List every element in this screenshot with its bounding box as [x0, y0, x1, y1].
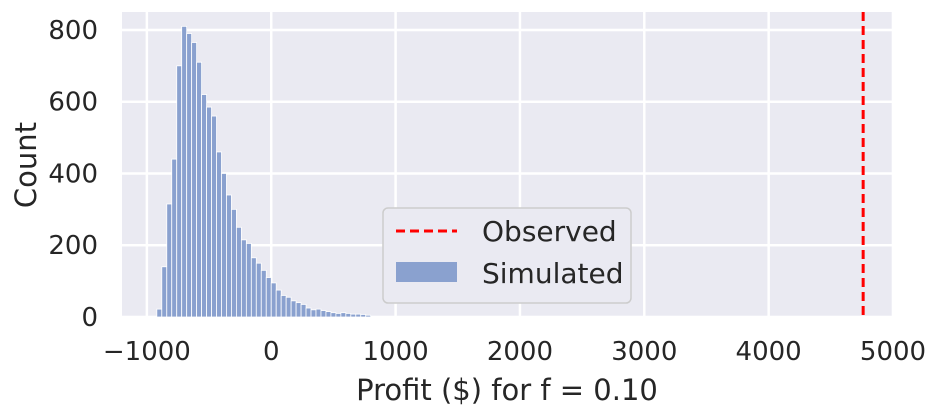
histogram-bar — [156, 308, 163, 318]
histogram-bar — [161, 266, 168, 318]
y-tick-label: 0 — [81, 303, 98, 333]
histogram-bar — [196, 61, 202, 318]
legend-simulated-swatch — [396, 262, 457, 282]
histogram-bar — [335, 313, 342, 318]
histogram-bar — [305, 307, 312, 318]
histogram-bar — [275, 289, 282, 318]
histogram-bar — [330, 312, 337, 318]
histogram-bar — [181, 25, 188, 318]
histogram-bar — [310, 309, 317, 318]
histogram-bar — [315, 308, 322, 318]
histogram-bar — [226, 194, 232, 318]
x-tick-label: 4000 — [736, 337, 802, 367]
histogram-bar — [236, 226, 242, 318]
y-tick-label: 200 — [48, 231, 98, 261]
histogram-bar — [340, 312, 347, 318]
histogram-bar — [345, 313, 352, 318]
histogram-bar — [280, 295, 287, 318]
histogram-bar — [211, 115, 217, 318]
histogram-bar — [285, 296, 292, 318]
histogram-bar — [350, 313, 357, 318]
legend-observed-label: Observed — [482, 215, 617, 248]
y-tick-label: 600 — [48, 88, 98, 118]
x-tick-label: 1000 — [362, 337, 428, 367]
histogram-bar — [260, 269, 267, 318]
y-tick-label: 400 — [48, 159, 98, 189]
histogram-bar — [186, 33, 193, 318]
histogram-bar — [201, 94, 207, 318]
histogram-bars — [156, 25, 372, 318]
histogram-bar — [206, 106, 212, 318]
histogram-bar — [240, 239, 247, 318]
histogram-bar — [191, 42, 198, 318]
histogram-bar — [250, 257, 257, 318]
histogram-bar — [320, 310, 327, 318]
x-tick-label: −1000 — [103, 337, 191, 367]
x-tick-label: 3000 — [611, 337, 677, 367]
histogram-bar — [295, 302, 302, 318]
histogram-bar — [221, 173, 227, 318]
y-axis-ticks: 0 200 400 600 800 — [48, 16, 98, 333]
histogram-bar — [176, 65, 183, 318]
histogram-bar — [166, 203, 173, 318]
histogram-bar — [290, 300, 297, 318]
legend: Observed Simulated — [382, 207, 632, 304]
y-axis-label: Count — [9, 122, 43, 208]
x-tick-label: 0 — [263, 337, 280, 367]
y-tick-label: 800 — [48, 16, 98, 46]
histogram-bar — [216, 151, 222, 318]
histogram-bar — [325, 311, 332, 318]
histogram-bar — [231, 208, 237, 318]
histogram-bar — [300, 304, 307, 318]
x-tick-label: 2000 — [487, 337, 553, 367]
x-tick-label: 5000 — [860, 337, 926, 367]
x-axis-label: Profit ($) for f = 0.10 — [356, 373, 658, 407]
histogram-bar — [355, 313, 362, 318]
histogram-bar — [360, 314, 367, 318]
histogram-bar — [245, 243, 252, 318]
histogram-bar — [171, 158, 178, 318]
histogram-bar — [255, 262, 262, 318]
legend-simulated-label: Simulated — [482, 257, 624, 290]
histogram-bar — [365, 314, 372, 318]
histogram-bar — [265, 277, 272, 318]
x-axis-ticks: −1000 0 1000 2000 3000 4000 5000 — [103, 337, 926, 367]
histogram-bar — [270, 282, 277, 318]
